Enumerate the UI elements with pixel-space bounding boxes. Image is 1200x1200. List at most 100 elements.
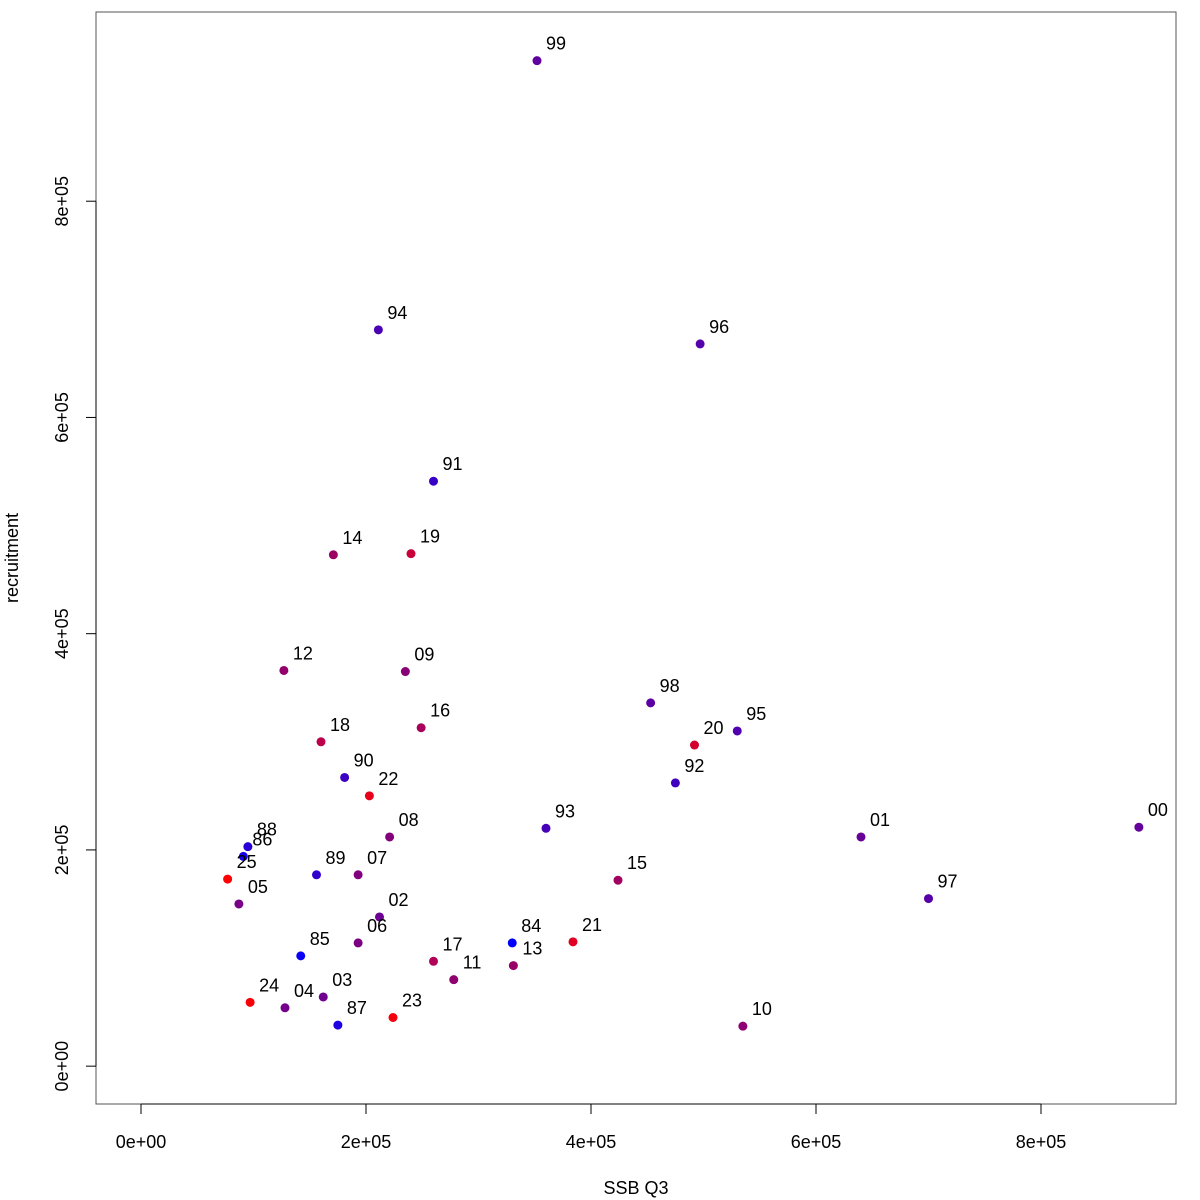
data-point	[1134, 822, 1144, 832]
data-point	[507, 938, 517, 948]
data-point	[406, 549, 416, 559]
data-point	[328, 550, 338, 560]
y-tick-label: 4e+05	[52, 608, 72, 659]
point-label: 08	[399, 810, 419, 830]
data-point	[732, 726, 742, 736]
x-axis: 0e+00 2e+05 4e+05 6e+05 8e+05	[116, 1103, 1067, 1152]
data-point	[388, 1013, 398, 1023]
point-label: 98	[660, 676, 680, 696]
point-label: 93	[555, 801, 575, 821]
point-label: 19	[420, 527, 440, 547]
point-label: 10	[752, 999, 772, 1019]
data-point	[429, 956, 438, 966]
point-label: 00	[1148, 800, 1168, 820]
data-point	[541, 823, 551, 833]
point-label: 96	[709, 317, 729, 337]
data-point	[279, 665, 289, 675]
point-label: 86	[252, 829, 272, 849]
data-point	[385, 832, 395, 842]
point-label: 03	[332, 970, 352, 990]
data-points	[223, 56, 1144, 1031]
point-label: 04	[294, 981, 314, 1001]
point-label: 01	[870, 810, 890, 830]
point-label: 21	[582, 915, 602, 935]
data-point	[613, 875, 623, 885]
data-point	[738, 1021, 748, 1031]
point-label: 06	[367, 916, 387, 936]
y-axis: 0e+00 2e+05 4e+05 6e+05 8e+05	[52, 176, 97, 1092]
point-label: 87	[347, 998, 367, 1018]
point-label: 07	[367, 848, 387, 868]
point-label: 99	[546, 34, 566, 54]
data-point	[646, 698, 656, 708]
point-label: 25	[237, 852, 257, 872]
data-point	[243, 842, 253, 852]
y-tick-label: 6e+05	[52, 392, 72, 443]
data-point	[429, 476, 438, 486]
data-point	[400, 667, 410, 677]
data-point	[568, 937, 578, 947]
x-tick-label: 2e+05	[341, 1132, 392, 1152]
point-label: 84	[521, 916, 541, 936]
point-label: 22	[378, 769, 398, 789]
data-point	[924, 894, 933, 904]
point-label: 15	[627, 853, 647, 873]
data-point	[690, 740, 699, 750]
y-tick-label: 0e+00	[52, 1041, 72, 1092]
point-labels: 84 85 86 87 88 89 90 91 92 93 94 95 96 97 98 99 00 01 02 03…	[237, 34, 1168, 1020]
data-point	[416, 723, 426, 733]
data-point	[375, 912, 384, 922]
data-point	[316, 737, 326, 747]
data-point	[296, 951, 306, 961]
data-point	[312, 870, 321, 880]
data-point	[223, 874, 233, 884]
data-point	[245, 997, 255, 1007]
data-point	[670, 778, 680, 788]
plot-frame	[95, 11, 1177, 1105]
data-point	[508, 961, 518, 971]
data-point	[364, 791, 374, 801]
point-label: 12	[293, 643, 313, 663]
point-label: 14	[342, 528, 362, 548]
point-label: 94	[387, 303, 407, 323]
data-point	[353, 938, 363, 948]
data-point	[340, 772, 350, 782]
x-tick-label: 6e+05	[791, 1132, 842, 1152]
point-label: 20	[704, 718, 724, 738]
x-axis-title: SSB Q3	[603, 1178, 668, 1198]
point-label: 02	[389, 890, 409, 910]
data-point	[238, 851, 248, 861]
y-tick-label: 2e+05	[52, 825, 72, 876]
data-point	[318, 992, 328, 1002]
data-point	[532, 56, 542, 66]
x-tick-label: 8e+05	[1016, 1132, 1067, 1152]
data-point	[353, 870, 363, 880]
point-label: 24	[259, 975, 279, 995]
data-point	[856, 832, 866, 842]
point-label: 91	[443, 454, 463, 474]
point-label: 16	[430, 701, 450, 721]
point-label: 85	[310, 929, 330, 949]
point-label: 88	[257, 820, 277, 840]
point-label: 92	[684, 756, 704, 776]
y-axis-title: recruitment	[2, 513, 22, 603]
point-label: 05	[248, 877, 268, 897]
data-point	[373, 325, 383, 335]
point-label: 23	[402, 991, 422, 1011]
point-label: 95	[746, 704, 766, 724]
point-label: 09	[414, 645, 434, 665]
data-point	[695, 339, 705, 349]
data-point	[333, 1020, 343, 1030]
x-tick-label: 0e+00	[116, 1132, 167, 1152]
point-label: 17	[443, 934, 463, 954]
x-tick-label: 4e+05	[566, 1132, 617, 1152]
data-point	[449, 975, 459, 985]
data-point	[234, 899, 244, 909]
point-label: 89	[326, 848, 346, 868]
point-label: 11	[463, 953, 482, 973]
point-label: 13	[522, 939, 542, 959]
y-tick-label: 8e+05	[52, 176, 72, 227]
point-label: 90	[354, 750, 374, 770]
data-point	[280, 1003, 290, 1013]
